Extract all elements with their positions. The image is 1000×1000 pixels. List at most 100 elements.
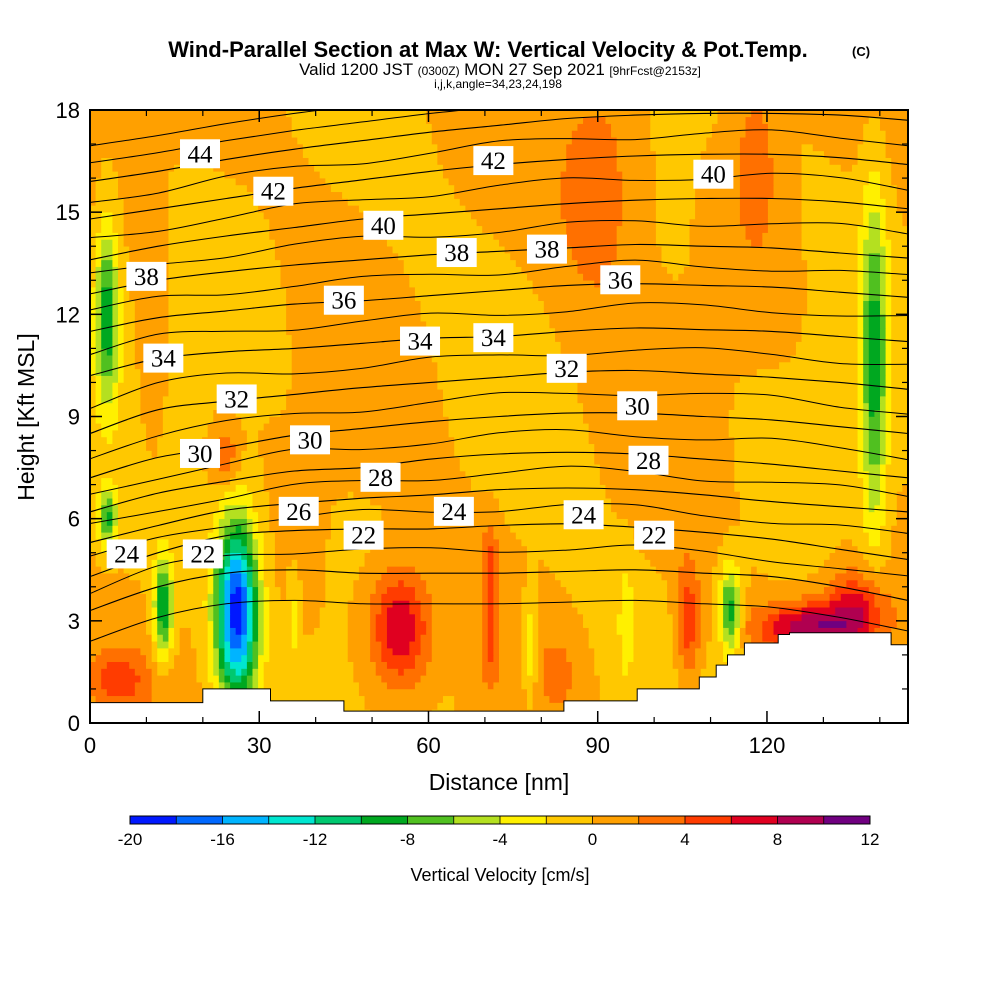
heatmap-cell [95,382,102,390]
heatmap-cell [482,572,489,581]
heatmap-cell [879,314,886,322]
heatmap-cell [863,518,886,526]
heatmap-cell [157,661,175,669]
heatmap-cell [807,273,858,281]
heatmap-cell [896,511,908,519]
heatmap-cell [868,457,881,465]
heatmap-cell [795,341,858,349]
heatmap-cell [375,634,388,642]
heatmap-cell [420,606,433,615]
heatmap-cell [386,613,416,622]
heatmap-cell [112,218,125,227]
heatmap-cell [459,198,562,206]
heatmap-cell [409,640,421,649]
heatmap-cell [863,320,870,329]
heatmap-cell [230,436,248,445]
heatmap-cell [224,675,231,683]
heatmap-cell [101,300,113,308]
contour-label-bg [363,210,404,240]
heatmap-cell [263,606,270,615]
heatmap-cell [767,205,802,213]
heatmap-cell [616,627,634,635]
colorbar-swatch [176,816,223,824]
heatmap-cell [857,150,886,158]
heatmap-cell [795,348,858,356]
heatmap-cell [655,205,696,213]
heatmap-cell [168,634,175,642]
heatmap-cell [891,375,908,383]
heatmap-cell [431,130,573,138]
heatmap-cell [202,681,214,690]
heatmap-cell [549,320,802,329]
heatmap-cell [689,640,702,649]
heatmap-cell [734,593,741,601]
heatmap-cell [297,627,304,635]
heatmap-cell [168,252,276,261]
heatmap-cell [885,259,892,267]
heatmap-cell [857,341,864,349]
heatmap-cell [174,661,197,669]
heatmap-cell [734,572,741,581]
heatmap-cell [190,634,209,642]
heatmap-cell [297,620,304,628]
heatmap-cell [521,593,539,601]
heatmap-cell [655,239,690,247]
heatmap-cell [734,606,741,615]
heatmap-cell [263,531,276,540]
heatmap-cell [286,402,444,410]
heatmap-cell [745,586,825,594]
heatmap-cell [398,579,405,588]
heatmap-cell [168,211,265,220]
heatmap-cell [745,116,763,124]
heatmap-cell [375,668,399,676]
heatmap-cell [218,593,225,601]
heatmap-cell [437,375,573,383]
contour-label-bg [253,176,294,206]
heatmap-cell [577,606,623,615]
heatmap-cell [112,348,119,356]
heatmap-cell [532,613,539,622]
heatmap-cell [224,681,231,690]
theta-contours [90,110,908,642]
heatmap-cell [112,477,209,485]
heatmap-cell [706,647,724,656]
heatmap-cell [90,279,96,288]
heatmap-cell [168,640,175,649]
heatmap-cell [885,388,892,397]
heatmap-cell [302,579,326,588]
heatmap-cell [482,606,489,615]
heatmap-cell [241,559,248,567]
heatmap-cell [101,388,113,397]
heatmap-cell [616,164,657,172]
heatmap-cell [218,463,231,472]
heatmap-cell [879,497,886,506]
heatmap-cell [258,593,265,601]
heatmap-cell [739,606,746,615]
heatmap-cell [863,450,870,458]
heatmap-cell [319,620,349,628]
heatmap-cell [879,538,892,547]
heatmap-cell [616,136,651,145]
heatmap-cell [291,382,438,390]
heatmap-cell [291,354,433,363]
heatmap-cell [437,702,455,710]
heatmap-cell [118,293,125,302]
heatmap-cell [263,627,270,635]
heatmap-cell [896,497,908,506]
heatmap-cell [773,191,802,199]
heatmap-cell [487,606,494,615]
heatmap-cell [678,572,696,581]
contour-label: 40 [363,210,404,240]
heatmap-cell [734,382,858,390]
heatmap-cell [891,157,908,165]
heatmap-cell [633,640,674,649]
heatmap-cell [874,579,908,588]
heatmap-cell [672,634,679,642]
heatmap-cell [95,525,102,533]
colorbar-label: Vertical Velocity [cm/s] [410,865,589,885]
heatmap-cell [863,218,870,227]
heatmap-cell [583,273,606,281]
heatmap-cell [241,593,248,601]
heatmap-cell [101,395,113,404]
